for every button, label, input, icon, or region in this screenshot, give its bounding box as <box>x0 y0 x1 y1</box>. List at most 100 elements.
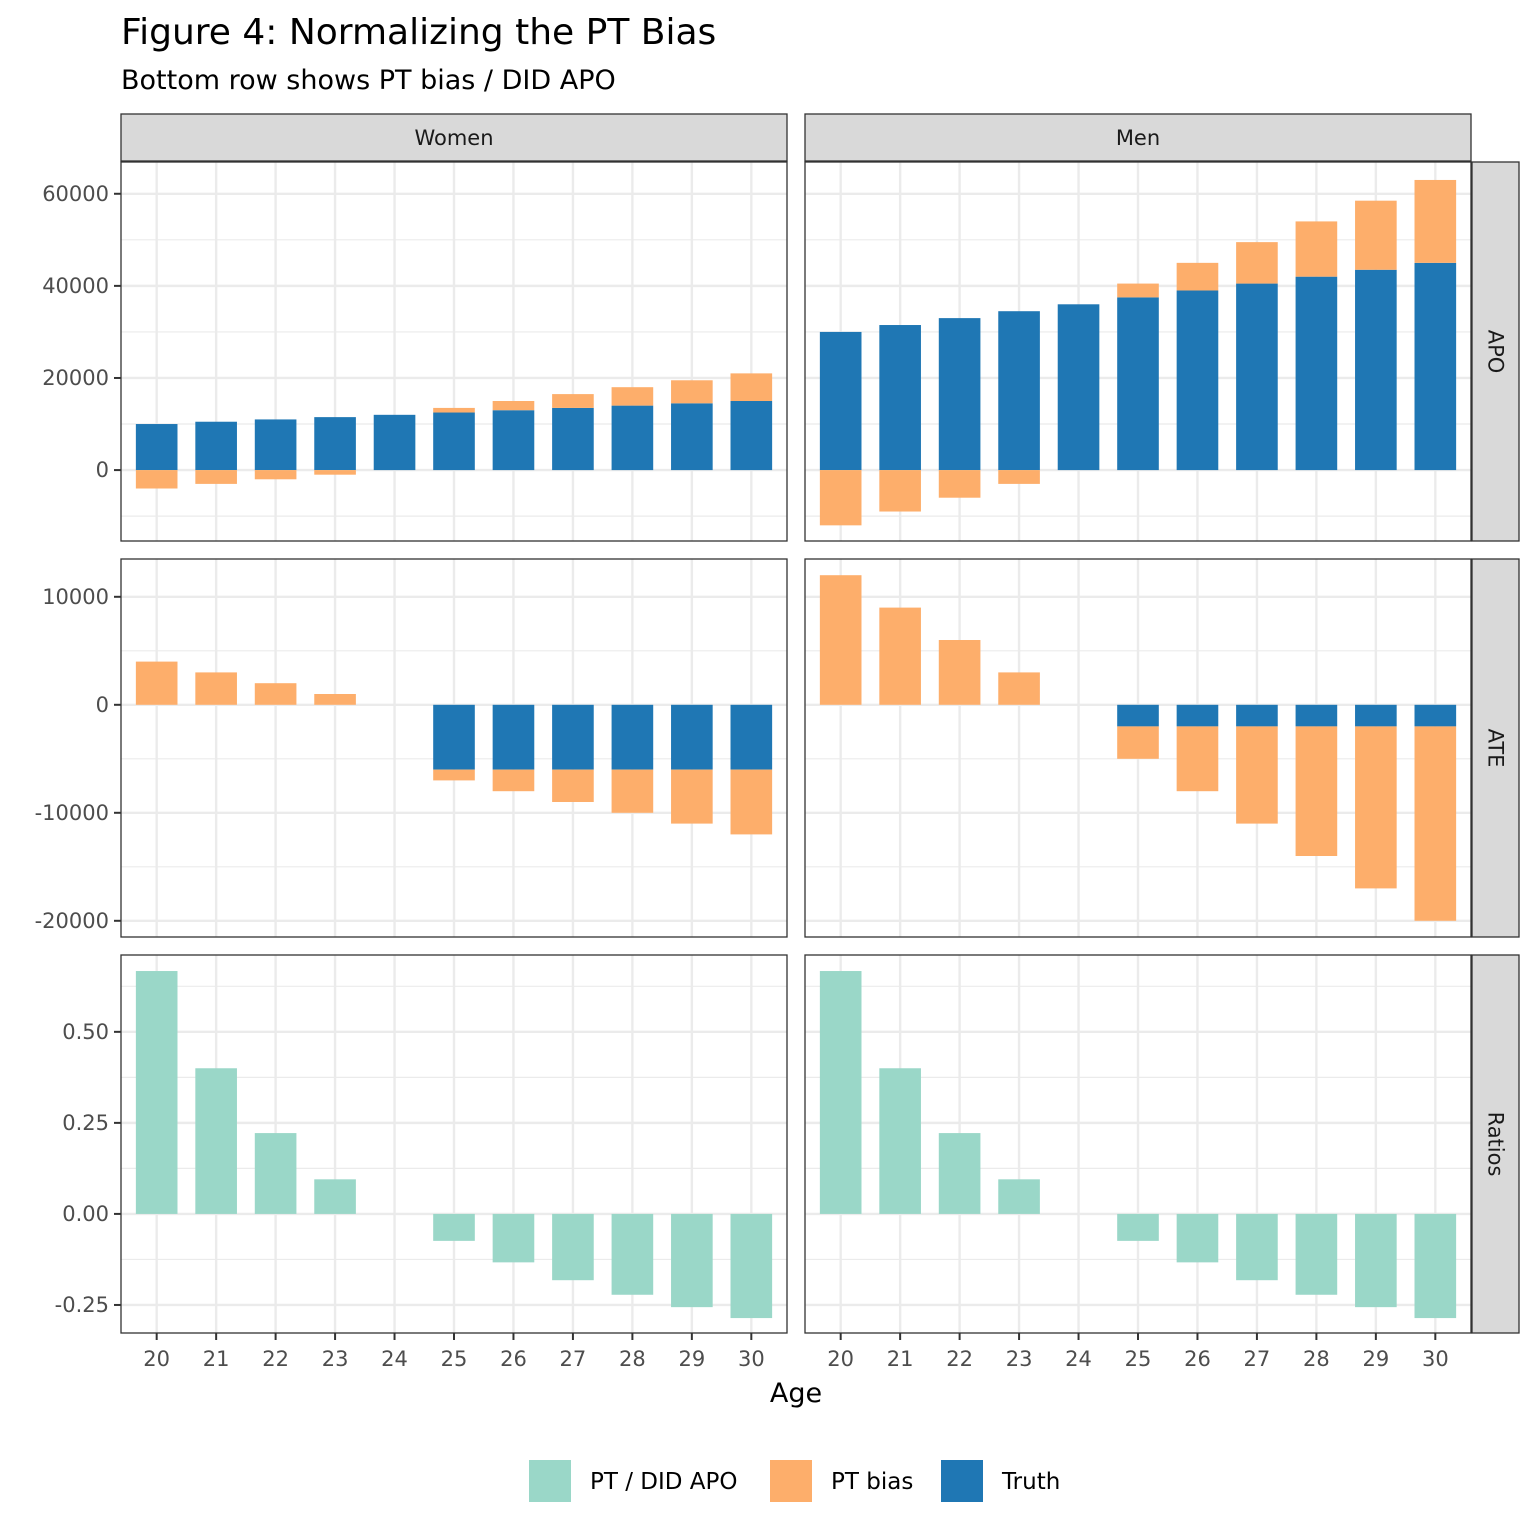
bar-truth-29 <box>671 704 713 770</box>
x-tick-label: 22 <box>946 1347 973 1371</box>
bar-truth-26 <box>1176 704 1219 727</box>
bar-pt-bias-25 <box>1117 283 1159 298</box>
bar-pt-bias-28 <box>1295 221 1338 277</box>
strip-ratios <box>1471 954 1520 1334</box>
x-tick-label: 24 <box>1065 1347 1092 1371</box>
x-tick-label: 23 <box>1006 1347 1033 1371</box>
x-tick-label: 27 <box>1244 1347 1271 1371</box>
y-tick-label: 0.50 <box>62 1020 109 1044</box>
bar-truth-28 <box>1295 276 1338 471</box>
bar-pt-bias-30 <box>1414 726 1457 921</box>
bar-pt-bias-26 <box>1176 726 1219 792</box>
legend-item-truth: Truth <box>941 1460 1060 1502</box>
bar-truth-25 <box>1117 297 1159 471</box>
bar-pt-bias-21 <box>879 470 921 512</box>
bar-pt-bias-22 <box>254 683 297 705</box>
bar-truth-26 <box>492 704 535 770</box>
x-axis-title: Age <box>770 1378 822 1409</box>
facet-grid: Women Men APO ATE Ratios 0 20000 40000 60000 -200… <box>35 113 1520 1371</box>
bar-pt-did-apo-22 <box>938 1133 981 1214</box>
strip-label-women: Women <box>414 126 493 150</box>
bar-pt-bias-21 <box>879 607 921 705</box>
bar-pt-bias-29 <box>1355 200 1397 270</box>
x-tick-label: 24 <box>381 1347 408 1371</box>
legend-label: Truth <box>1001 1469 1060 1495</box>
strip-men <box>804 113 1472 162</box>
bar-truth-30 <box>1414 262 1457 471</box>
panel-border <box>804 161 1472 542</box>
bar-pt-bias-25 <box>433 407 475 413</box>
bar-pt-bias-26 <box>1176 262 1219 291</box>
panel-border <box>804 558 1472 938</box>
chart-title: Figure 4: Normalizing the PT Bias <box>121 12 716 53</box>
legend-swatch <box>941 1460 983 1502</box>
bar-pt-did-apo-27 <box>552 1213 594 1281</box>
bar-pt-did-apo-29 <box>1355 1213 1397 1308</box>
bar-pt-bias-28 <box>1295 726 1338 856</box>
bar-truth-26 <box>492 410 535 471</box>
bar-pt-bias-28 <box>611 387 654 406</box>
bar-pt-did-apo-22 <box>254 1133 297 1214</box>
x-tick-label: 21 <box>203 1347 230 1371</box>
panel-border <box>120 558 788 938</box>
x-tick-label: 20 <box>827 1347 854 1371</box>
x-tick-label: 20 <box>143 1347 170 1371</box>
y-tick-label: 10000 <box>42 585 109 609</box>
panel-women-ate: -20000 -10000 0 10000 <box>35 558 788 938</box>
bar-truth-26 <box>1176 290 1219 471</box>
bar-pt-bias-28 <box>611 769 654 813</box>
bar-pt-bias-20 <box>135 661 178 705</box>
bar-truth-28 <box>611 405 654 471</box>
bar-truth-21 <box>879 325 921 471</box>
x-tick-label: 30 <box>738 1347 765 1371</box>
bar-pt-bias-26 <box>492 769 535 792</box>
bar-truth-22 <box>254 419 297 471</box>
panel-women-ratios: -0.25 0.00 0.25 0.50 20 21 22 23 24 25 26 27 28 29 30 <box>55 954 788 1371</box>
bar-pt-bias-22 <box>254 470 297 480</box>
bar-pt-bias-29 <box>1355 726 1397 889</box>
bar-truth-27 <box>552 407 594 471</box>
bar-pt-bias-29 <box>671 380 713 404</box>
bar-pt-bias-23 <box>314 694 356 705</box>
bar-truth-20 <box>135 424 178 471</box>
bar-pt-did-apo-30 <box>730 1213 773 1319</box>
bar-pt-did-apo-28 <box>1295 1213 1338 1295</box>
bar-pt-bias-27 <box>1236 726 1278 824</box>
bar-pt-did-apo-21 <box>879 1068 921 1214</box>
bar-pt-did-apo-27 <box>1236 1213 1278 1281</box>
legend: PT / DID APO PT bias Truth <box>529 1460 1060 1502</box>
strip-label-ratios: Ratios <box>1484 1112 1508 1177</box>
bar-pt-did-apo-20 <box>135 971 178 1214</box>
y-tick-label: 60000 <box>42 182 109 206</box>
panel-border <box>120 161 788 542</box>
y-tick-label: -20000 <box>35 909 109 933</box>
bar-pt-did-apo-20 <box>819 971 862 1214</box>
strip-label-apo: APO <box>1484 330 1508 374</box>
x-tick-label: 26 <box>1184 1347 1211 1371</box>
bar-pt-did-apo-23 <box>314 1179 356 1214</box>
bar-pt-bias-23 <box>998 470 1040 484</box>
bar-pt-did-apo-25 <box>1117 1213 1159 1241</box>
bar-pt-did-apo-21 <box>195 1068 237 1214</box>
y-tick-label: 40000 <box>42 274 109 298</box>
bar-truth-20 <box>819 331 862 471</box>
bar-pt-did-apo-30 <box>1414 1213 1457 1319</box>
chart-subtitle: Bottom row shows PT bias / DID APO <box>121 65 616 96</box>
bar-truth-23 <box>998 311 1040 471</box>
legend-item-pt-did-apo: PT / DID APO <box>529 1460 738 1502</box>
bar-pt-bias-27 <box>1236 242 1278 284</box>
bar-truth-29 <box>1355 269 1397 471</box>
bar-truth-24 <box>1057 304 1100 471</box>
x-tick-label: 25 <box>441 1347 468 1371</box>
y-tick-label: -0.25 <box>55 1293 109 1317</box>
bar-pt-did-apo-28 <box>611 1213 654 1295</box>
bar-pt-bias-27 <box>552 394 594 408</box>
panel-men-apo <box>804 161 1472 542</box>
x-tick-label: 26 <box>500 1347 527 1371</box>
strip-label-men: Men <box>1116 126 1160 150</box>
legend-item-pt-bias: PT bias <box>770 1460 913 1502</box>
bar-truth-23 <box>314 417 356 471</box>
bar-truth-28 <box>611 704 654 770</box>
bar-pt-bias-27 <box>552 769 594 802</box>
x-tick-label: 25 <box>1125 1347 1152 1371</box>
